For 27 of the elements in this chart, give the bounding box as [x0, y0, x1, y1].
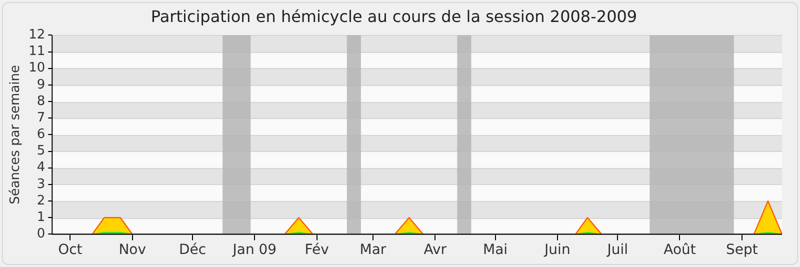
x-tick-label: Déc: [178, 242, 206, 258]
y-tick-label: 9: [36, 77, 46, 92]
x-tick-label: Août: [664, 242, 696, 258]
x-tick-label: Sept: [726, 242, 758, 258]
y-tick-label: 8: [36, 94, 46, 109]
x-tick-label: Juin: [544, 242, 570, 258]
x-tick-label: Oct: [58, 242, 83, 258]
x-tick-label: Avr: [424, 242, 447, 258]
y-tick-label: 0: [36, 226, 46, 242]
x-tick-label: Jan 09: [232, 242, 277, 258]
y-axis-title: Séances par semaine: [8, 64, 24, 204]
y-tick-label: 3: [36, 176, 46, 192]
x-tick-label: Nov: [118, 242, 146, 258]
x-tick-label: Fév: [304, 242, 329, 258]
y-tick-label: 7: [36, 110, 46, 126]
x-tick-label: Mar: [360, 242, 386, 258]
y-tick-label: 2: [36, 193, 46, 208]
y-tick-label: 6: [36, 127, 46, 142]
y-tick-label: 4: [36, 160, 46, 176]
x-tick-label: Juil: [606, 242, 628, 258]
y-tick-label: 10: [28, 60, 46, 76]
chart-title: Participation en hémicycle au cours de la session 2008-2009: [150, 6, 638, 26]
y-tick-label: 5: [36, 144, 46, 159]
y-tick-label: 1: [36, 210, 46, 225]
x-tick-label: Mai: [482, 242, 508, 258]
y-tick-label: 12: [28, 28, 46, 43]
y-tick-label: 11: [28, 44, 46, 60]
